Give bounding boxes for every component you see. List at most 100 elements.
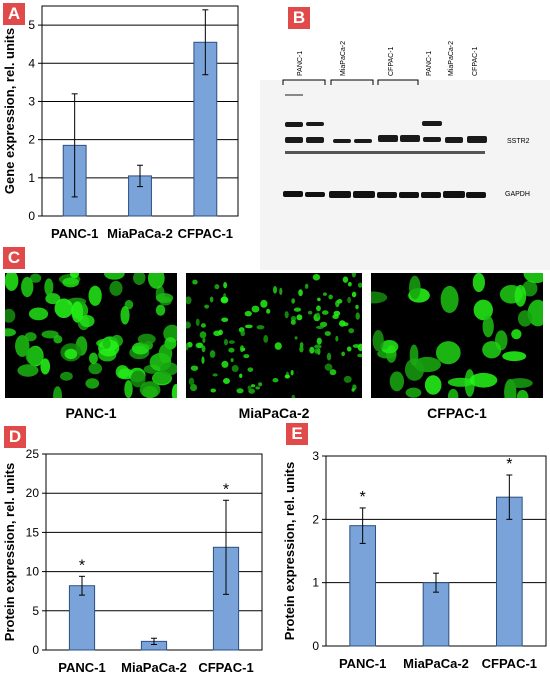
cell-blob bbox=[139, 381, 161, 398]
lane-bracket-2 bbox=[330, 79, 374, 85]
y-tick-label: 3 bbox=[28, 94, 35, 108]
cell-blob bbox=[228, 340, 235, 344]
cell-blob bbox=[29, 273, 42, 283]
cell-blob bbox=[299, 342, 304, 348]
cell-blob bbox=[186, 321, 191, 329]
lane-label: CFPAC-1 bbox=[472, 46, 479, 76]
y-tick-label: 1 bbox=[312, 576, 319, 590]
cell-blob bbox=[347, 281, 352, 287]
cell-blob bbox=[137, 333, 156, 345]
cell-blob bbox=[192, 279, 198, 285]
chart-d: 0 5 10 15 20 25 * PANC-1 MiaPaCa-2 * CFPAC-1 Protei… bbox=[2, 447, 263, 675]
cell-blob bbox=[304, 283, 309, 289]
cell-blob bbox=[284, 311, 289, 319]
cell-blob bbox=[523, 273, 543, 284]
cell-blob bbox=[109, 280, 123, 296]
y-tick-label: 5 bbox=[28, 18, 35, 32]
cell-blob bbox=[214, 284, 220, 290]
cell-blob bbox=[222, 377, 230, 385]
y-tick-label: 5 bbox=[32, 604, 39, 618]
cell-blob bbox=[511, 329, 522, 340]
cell-blob bbox=[230, 358, 234, 363]
cell-blob bbox=[243, 354, 250, 359]
cell-blob bbox=[298, 289, 303, 297]
cell-blob bbox=[517, 310, 533, 327]
cell-blob bbox=[147, 273, 165, 289]
cell-blob bbox=[79, 314, 95, 328]
significance-marker: * bbox=[360, 489, 366, 506]
cell-blob bbox=[314, 344, 322, 349]
cell-blob bbox=[260, 299, 268, 308]
cell-blob bbox=[221, 360, 229, 368]
lane-label: CFPAC-1 bbox=[388, 46, 395, 76]
cell-blob bbox=[239, 345, 244, 353]
cell-blob bbox=[409, 275, 421, 300]
panel-letter-b: B bbox=[288, 7, 310, 29]
cell-blob bbox=[158, 344, 173, 364]
micrograph-cfpac1 bbox=[371, 273, 543, 398]
x-tick-label: MiaPaCa-2 bbox=[107, 226, 173, 241]
cell-blob bbox=[163, 324, 177, 343]
y-tick-label: 2 bbox=[28, 133, 35, 147]
x-tick-label: MiaPaCa-2 bbox=[121, 660, 187, 673]
y-tick-label: 20 bbox=[26, 486, 40, 500]
x-tick-label: CFPAC-1 bbox=[178, 226, 233, 241]
cell-blob bbox=[201, 356, 205, 364]
cell-blob bbox=[210, 388, 216, 393]
x-tick-label: MiaPaCa-2 bbox=[403, 656, 469, 671]
lane-label: MiaPaCa-2 bbox=[448, 41, 455, 76]
cell-blob bbox=[514, 284, 527, 307]
cell-blob bbox=[236, 388, 244, 394]
cell-blob bbox=[21, 276, 34, 298]
cell-blob bbox=[190, 365, 199, 371]
cell-blob bbox=[212, 373, 218, 377]
cell-blob bbox=[102, 338, 111, 349]
western-blot: PANC-1 MiaPaCa-2 CFPAC-1 PANC-1 MiaPaCa-2 CFP… bbox=[260, 41, 550, 270]
cell-blob bbox=[333, 310, 341, 317]
cell-blob bbox=[186, 343, 189, 351]
cell-blob bbox=[522, 280, 538, 297]
cell-blob bbox=[312, 273, 321, 281]
x-tick-label: PANC-1 bbox=[58, 660, 105, 673]
cell-blob bbox=[405, 387, 422, 398]
cell-blob bbox=[256, 325, 265, 330]
cell-blob bbox=[88, 285, 102, 306]
panel-a: A 0 1 2 3 4 5 PANC-1 MiaPaCa-2 * CFPAC-1 Gene expr… bbox=[0, 0, 245, 250]
cell-blob bbox=[274, 342, 282, 350]
cell-blob bbox=[228, 347, 235, 353]
cell-blob bbox=[351, 291, 357, 298]
y-tick-label: 0 bbox=[32, 643, 39, 657]
cell-blob bbox=[317, 297, 321, 302]
x-tick-label: CFPAC-1 bbox=[482, 656, 537, 671]
y-tick-label: 10 bbox=[26, 565, 40, 579]
cell-blob bbox=[341, 351, 346, 357]
significance-marker: * bbox=[223, 481, 229, 498]
cell-blob bbox=[473, 299, 493, 321]
cell-blob bbox=[239, 373, 243, 379]
cell-blob bbox=[516, 389, 529, 398]
cell-blob bbox=[201, 345, 206, 353]
cell-blob bbox=[316, 337, 322, 345]
cell-blob bbox=[347, 296, 352, 304]
lane-label: PANC-1 bbox=[297, 51, 304, 76]
cell-blob bbox=[71, 301, 84, 323]
cell-blob bbox=[41, 330, 59, 339]
sstr2-bands bbox=[285, 94, 487, 154]
y-tick-label: 4 bbox=[28, 56, 35, 70]
bar bbox=[496, 496, 523, 647]
cell-blob bbox=[25, 346, 43, 366]
cell-blob bbox=[133, 273, 146, 285]
cell-blob bbox=[290, 369, 294, 376]
cell-blob bbox=[155, 304, 166, 316]
cell-blob bbox=[195, 342, 203, 349]
micrograph-miapaca2 bbox=[186, 273, 362, 398]
panel-c: C PANC-1 MiaPaCa-2 CFPAC-1 bbox=[0, 243, 550, 423]
cell-blob bbox=[247, 385, 252, 391]
cell-blob bbox=[371, 291, 388, 304]
panel-b: B PANC-1 MiaPaCa-2 CFPAC-1 PANC-1 MiaPaCa-2 C… bbox=[245, 0, 550, 270]
panel-letter-e: E bbox=[286, 423, 308, 445]
cell-blob bbox=[53, 335, 63, 344]
cell-blob bbox=[244, 310, 252, 317]
cell-blob bbox=[272, 377, 279, 383]
y-tick-label: 0 bbox=[28, 209, 35, 223]
